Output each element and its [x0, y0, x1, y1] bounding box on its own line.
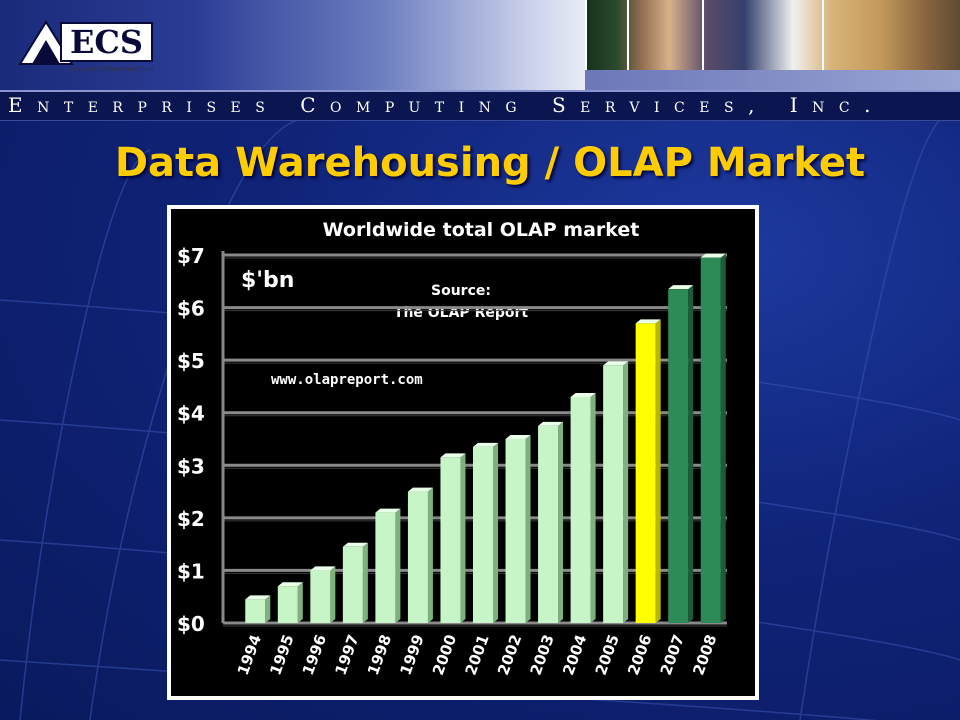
ecs-logo-mark-icon — [18, 20, 74, 65]
bar-side — [493, 442, 498, 623]
bar-top — [342, 542, 368, 547]
bar-top — [310, 566, 336, 571]
page-title: Data Warehousing / OLAP Market — [114, 140, 866, 186]
chart-frame: Worldwide total OLAP market $'bn Source:… — [167, 205, 759, 700]
y-tick-label: $5 — [177, 349, 205, 373]
chart-title: Worldwide total OLAP market — [323, 219, 640, 241]
bar-side — [525, 435, 531, 623]
bar-top — [635, 319, 661, 324]
y-tick-label: $2 — [177, 507, 205, 531]
bar-top — [505, 435, 531, 439]
bar-top — [538, 421, 564, 426]
source-label: Source: — [431, 283, 491, 299]
bar-top — [375, 508, 401, 513]
bar-2004 — [570, 396, 591, 623]
bar-side — [330, 566, 336, 623]
bar-2008 — [700, 257, 721, 623]
bar-1997 — [342, 546, 363, 623]
y-tick-label: $1 — [177, 559, 205, 583]
bar-side — [720, 253, 726, 623]
bar-2002 — [505, 439, 526, 623]
header-sub-strip — [585, 70, 960, 90]
bar-top — [407, 487, 433, 492]
bar-top — [277, 582, 303, 587]
y-tick-label: $6 — [177, 297, 205, 321]
bar-top — [570, 392, 596, 397]
bar-side — [297, 582, 303, 623]
logo-tagline: Creative Software Solutions — [70, 66, 154, 73]
olap-market-chart: Worldwide total OLAP market $'bn Source:… — [171, 209, 755, 696]
bar-2000 — [440, 457, 461, 623]
ecs-logo: ECS — [16, 18, 158, 66]
bar-side — [362, 542, 368, 623]
bar-2006 — [635, 323, 656, 623]
bar-top — [700, 253, 726, 258]
bar-side — [427, 487, 433, 623]
bar-1994 — [245, 599, 266, 623]
y-axis-unit-label: $'bn — [241, 268, 294, 293]
bar-top — [603, 361, 629, 366]
bar-1996 — [310, 570, 331, 623]
bar-top — [668, 285, 694, 290]
bar-side — [558, 421, 564, 623]
bar-1999 — [407, 491, 428, 623]
bar-side — [623, 361, 629, 623]
bar-1998 — [375, 512, 396, 623]
bar-top — [473, 442, 498, 447]
bar-top — [440, 453, 466, 458]
bar-side — [688, 285, 694, 623]
logo-text: ECS — [60, 22, 153, 62]
bar-1995 — [277, 586, 298, 623]
company-band — [0, 90, 960, 121]
y-tick-label: $3 — [177, 454, 205, 478]
bar-2003 — [538, 425, 559, 623]
bar-top — [245, 595, 271, 600]
bar-side — [395, 508, 401, 623]
y-tick-label: $7 — [177, 244, 205, 268]
bar-2007 — [668, 289, 689, 623]
y-tick-label: $4 — [177, 402, 205, 426]
source-url: www.olapreport.com — [271, 372, 423, 388]
bar-side — [655, 319, 661, 623]
header-photo-strip — [585, 0, 960, 70]
bar-side — [460, 453, 466, 623]
y-tick-label: $0 — [177, 612, 205, 636]
company-name: Enterprises Computing Services, Inc. — [8, 93, 886, 117]
bar-2005 — [603, 365, 624, 623]
bar-side — [265, 595, 271, 623]
bar-side — [590, 392, 596, 623]
bar-2001 — [473, 446, 493, 623]
